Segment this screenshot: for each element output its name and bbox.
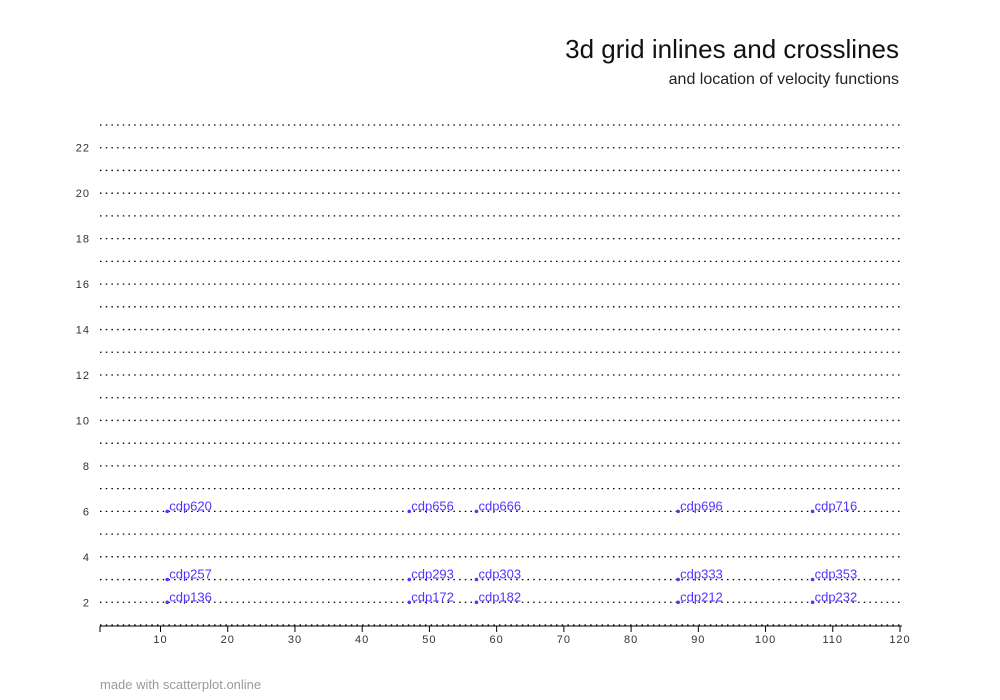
point-label: cdp333 bbox=[680, 567, 723, 582]
point-label: cdp293 bbox=[411, 567, 454, 582]
y-tick-label: 8 bbox=[83, 461, 90, 473]
point-label: cdp172 bbox=[411, 589, 454, 604]
point-label: cdp656 bbox=[411, 498, 454, 513]
data-point bbox=[810, 509, 815, 514]
data-point bbox=[165, 577, 170, 582]
y-tick-label: 10 bbox=[76, 415, 90, 427]
data-point bbox=[474, 509, 479, 514]
point-label: cdp257 bbox=[169, 567, 212, 582]
y-tick-label: 18 bbox=[76, 234, 90, 246]
data-point bbox=[810, 600, 815, 605]
x-tick-label: 50 bbox=[422, 634, 436, 646]
x-tick-label: 100 bbox=[755, 634, 776, 646]
data-point bbox=[810, 577, 815, 582]
data-point bbox=[407, 600, 412, 605]
point-label: cdp232 bbox=[815, 589, 858, 604]
points-layer: cdp136 cdp172 cdp182 cdp212 cdp232 cdp257 cdp2… bbox=[165, 498, 857, 604]
data-point bbox=[407, 509, 412, 514]
x-tick-label: 10 bbox=[153, 634, 167, 646]
data-point bbox=[474, 577, 479, 582]
point-label: cdp620 bbox=[169, 498, 212, 513]
y-tick-label: 6 bbox=[83, 506, 90, 518]
data-point bbox=[407, 577, 412, 582]
grid-layer bbox=[100, 124, 900, 626]
data-point bbox=[676, 577, 680, 582]
x-tick-label: 80 bbox=[624, 634, 638, 646]
x-tick-label: 40 bbox=[355, 634, 369, 646]
chart-subtitle: and location of velocity functions bbox=[669, 71, 899, 88]
data-point bbox=[676, 509, 680, 514]
x-tick-label: 110 bbox=[822, 634, 843, 646]
y-tick-label: 16 bbox=[76, 279, 90, 291]
x-tick-label: 90 bbox=[691, 634, 705, 646]
x-tick-label: 30 bbox=[288, 634, 302, 646]
chart-title: 3d grid inlines and crosslines bbox=[565, 34, 899, 64]
footer-credit: made with scatterplot.online bbox=[100, 677, 262, 692]
y-tick-label: 22 bbox=[76, 143, 90, 155]
point-label: cdp136 bbox=[169, 589, 212, 604]
y-tick-label: 14 bbox=[76, 325, 90, 337]
point-label: cdp212 bbox=[680, 589, 723, 604]
point-label: cdp716 bbox=[815, 498, 858, 513]
point-label: cdp182 bbox=[478, 589, 521, 604]
axis-layer: 2 4 6 8 10 12 14 16 18 20 22 10 20 30 40 50 60 70 80 90 100 1… bbox=[76, 143, 910, 646]
x-tick-label: 120 bbox=[889, 634, 910, 646]
y-tick-label: 12 bbox=[76, 370, 90, 382]
y-tick-label: 4 bbox=[83, 552, 90, 564]
data-point bbox=[165, 509, 170, 514]
point-label: cdp303 bbox=[478, 567, 521, 582]
data-point bbox=[474, 600, 479, 605]
point-label: cdp666 bbox=[478, 498, 521, 513]
x-tick-label: 70 bbox=[557, 634, 571, 646]
y-tick-label: 2 bbox=[83, 597, 90, 609]
x-tick-label: 20 bbox=[221, 634, 235, 646]
y-tick-label: 20 bbox=[76, 188, 90, 200]
x-tick-label: 60 bbox=[490, 634, 504, 646]
point-label: cdp353 bbox=[815, 567, 858, 582]
data-point bbox=[165, 600, 170, 605]
point-label: cdp696 bbox=[680, 498, 723, 513]
data-point bbox=[676, 600, 680, 605]
